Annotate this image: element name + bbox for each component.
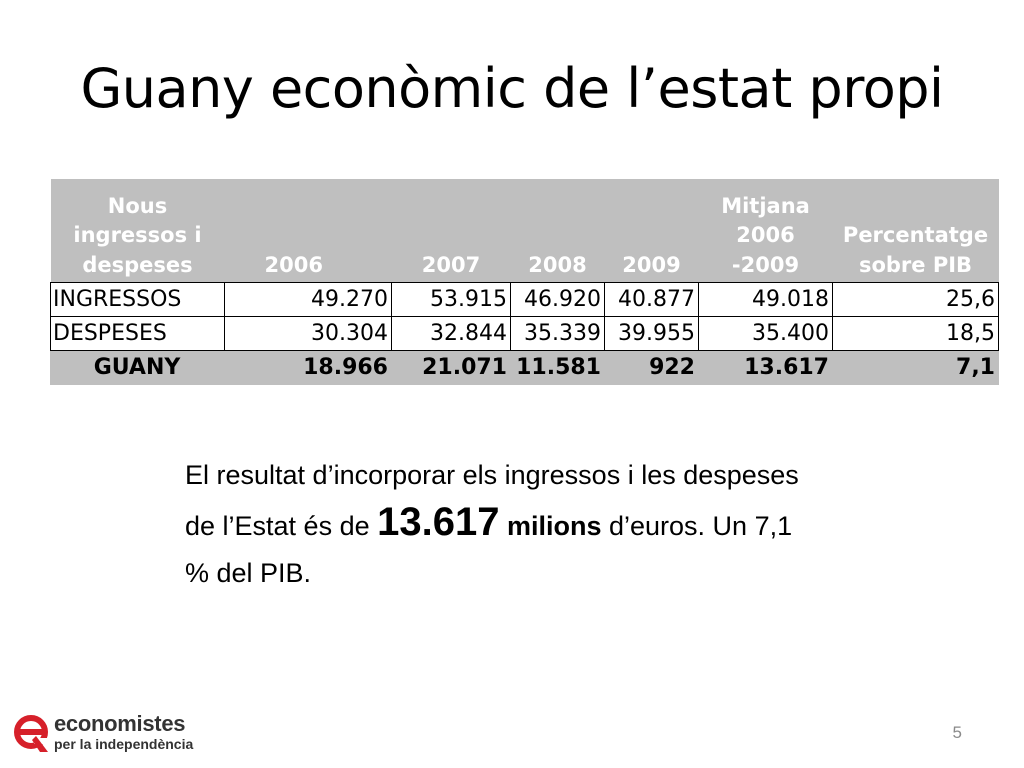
- summary-part2: d’euros. Un 7,1 % del PIB.: [185, 511, 793, 588]
- summary-unit: milions: [506, 511, 602, 541]
- header-concept: Nous ingressos i despeses: [50, 179, 225, 283]
- cell-gdp-percentage: 18,5: [832, 316, 999, 351]
- header-2006: 2006: [224, 179, 392, 283]
- table-row-despeses: DESPESES 30.304 32.844 35.339 39.955 35.…: [50, 316, 999, 351]
- header-average: Mitjana 2006 -2009: [698, 179, 833, 283]
- table-row-ingressos: INGRESSOS 49.270 53.915 46.920 40.877 49…: [50, 282, 999, 317]
- cell-average: 35.400: [698, 316, 833, 351]
- cell-gdp-percentage: 7,1: [832, 350, 999, 385]
- cell-2007: 53.915: [391, 282, 511, 317]
- cell-2008: 11.581: [510, 350, 605, 385]
- page-number: 5: [952, 723, 962, 742]
- cell-2009: 39.955: [604, 316, 699, 351]
- cell-2007: 21.071: [391, 350, 511, 385]
- table-header-row: Nous ingressos i despeses 2006 2007 2008…: [50, 179, 999, 283]
- cell-average: 13.617: [698, 350, 833, 385]
- economic-gain-table: Nous ingressos i despeses 2006 2007 2008…: [50, 179, 999, 385]
- header-2009: 2009: [604, 179, 699, 283]
- cell-2006: 30.304: [224, 316, 392, 351]
- slide-title: Guany econòmic de l’estat propi: [80, 57, 944, 120]
- logo-subtitle: per la independència: [54, 736, 194, 752]
- row-label: GUANY: [50, 350, 225, 385]
- row-label: INGRESSOS: [50, 282, 225, 317]
- cell-average: 49.018: [698, 282, 833, 317]
- cell-2009: 40.877: [604, 282, 699, 317]
- table-row-guany: GUANY 18.966 21.071 11.581 922 13.617 7,…: [50, 350, 999, 385]
- summary-amount: 13.617: [377, 500, 500, 544]
- cell-gdp-percentage: 25,6: [832, 282, 999, 317]
- flag-e-logo-icon: [14, 715, 48, 752]
- header-gdp-percentage: Percentatge sobre PIB: [832, 179, 999, 283]
- summary-part1: El resultat d’incorporar els ingressos i…: [185, 460, 799, 541]
- cell-2007: 32.844: [391, 316, 511, 351]
- logo-name: economistes: [54, 711, 186, 736]
- header-2008: 2008: [510, 179, 605, 283]
- cell-2008: 35.339: [510, 316, 605, 351]
- header-2007: 2007: [391, 179, 511, 283]
- row-label: DESPESES: [50, 316, 225, 351]
- summary-text: El resultat d’incorporar els ingressos i…: [185, 452, 805, 597]
- cell-2006: 18.966: [224, 350, 392, 385]
- cell-2009: 922: [604, 350, 699, 385]
- cell-2008: 46.920: [510, 282, 605, 317]
- organization-logo: economistes per la independència: [14, 712, 193, 752]
- cell-2006: 49.270: [224, 282, 392, 317]
